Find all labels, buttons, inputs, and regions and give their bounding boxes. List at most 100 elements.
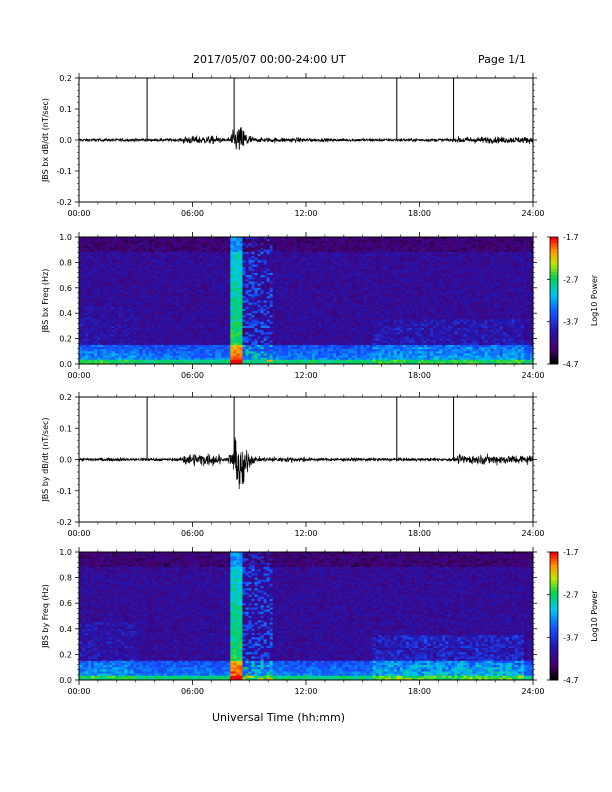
heatmap-cell bbox=[212, 353, 216, 356]
heatmap-cell bbox=[163, 258, 168, 261]
heatmap-cell bbox=[172, 321, 177, 325]
heatmap-cell bbox=[194, 247, 198, 251]
heatmap-cell bbox=[148, 361, 153, 365]
heatmap-cell bbox=[97, 243, 101, 246]
heatmap-cell bbox=[163, 245, 168, 248]
heatmap-cell bbox=[184, 317, 189, 320]
heatmap-cell bbox=[82, 302, 86, 306]
heatmap-cell bbox=[181, 319, 186, 323]
heatmap-cell bbox=[115, 268, 119, 272]
heatmap-cell bbox=[139, 239, 143, 242]
heatmap-cell bbox=[194, 349, 198, 352]
heatmap-cell bbox=[166, 294, 171, 297]
heatmap-cell bbox=[142, 325, 146, 329]
heatmap-cell bbox=[181, 355, 186, 359]
heatmap-cell bbox=[133, 258, 137, 261]
heatmap-cell bbox=[115, 317, 119, 320]
heatmap-cell bbox=[130, 359, 134, 363]
heatmap-cell bbox=[127, 334, 131, 337]
heatmap-cell bbox=[209, 317, 213, 320]
heatmap-cell bbox=[100, 308, 104, 312]
heatmap-cell bbox=[124, 247, 128, 251]
heatmap-cell bbox=[85, 323, 89, 327]
heatmap-cell bbox=[157, 287, 162, 291]
heatmap-cell bbox=[142, 260, 146, 263]
heatmap-cell bbox=[97, 355, 101, 359]
heatmap-cell bbox=[200, 239, 204, 242]
heatmap-cell bbox=[130, 311, 134, 314]
heatmap-cell bbox=[112, 328, 116, 331]
heatmap-cell bbox=[82, 260, 86, 263]
heatmap-cell bbox=[175, 334, 180, 337]
heatmap-cell bbox=[133, 359, 137, 363]
heatmap-cell bbox=[163, 330, 168, 333]
heatmap-cell bbox=[130, 344, 134, 348]
heatmap-cell bbox=[94, 243, 98, 246]
heatmap-cell bbox=[85, 294, 89, 297]
heatmap-cell bbox=[100, 344, 104, 348]
heatmap-cell bbox=[103, 332, 107, 335]
heatmap-cell bbox=[181, 357, 186, 361]
heatmap-cell bbox=[184, 241, 189, 244]
heatmap-cell bbox=[160, 323, 165, 327]
heatmap-cell bbox=[184, 270, 189, 274]
heatmap-cell bbox=[82, 268, 86, 272]
heatmap-cell bbox=[94, 342, 98, 346]
heatmap-cell bbox=[115, 277, 119, 280]
heatmap-cell bbox=[136, 260, 140, 263]
heatmap-cell bbox=[139, 279, 143, 282]
heatmap-cell bbox=[215, 239, 219, 242]
heatmap-cell bbox=[100, 300, 104, 304]
heatmap-cell bbox=[106, 308, 110, 312]
heatmap-cell bbox=[100, 256, 104, 259]
heatmap-cell bbox=[203, 268, 207, 272]
heatmap-cell bbox=[109, 253, 113, 257]
heatmap-cell bbox=[97, 359, 101, 363]
heatmap-cell bbox=[91, 264, 95, 268]
heatmap-cell bbox=[130, 249, 134, 253]
heatmap-cell bbox=[194, 243, 198, 246]
heatmap-cell bbox=[175, 359, 180, 363]
heatmap-cell bbox=[118, 247, 122, 251]
heatmap-cell bbox=[151, 359, 156, 363]
heatmap-cell bbox=[79, 347, 83, 350]
heatmap-cell bbox=[79, 311, 83, 314]
heatmap-cell bbox=[121, 275, 125, 278]
heatmap-cell bbox=[194, 289, 198, 293]
heatmap-cell bbox=[160, 317, 165, 320]
heatmap-cell bbox=[124, 351, 128, 354]
heatmap-cell bbox=[139, 272, 143, 276]
heatmap-cell bbox=[91, 251, 95, 255]
heatmap-cell bbox=[175, 241, 180, 244]
heatmap-cell bbox=[124, 321, 128, 325]
heatmap-cell bbox=[133, 315, 137, 318]
heatmap-cell bbox=[145, 306, 150, 310]
heatmap-cell bbox=[136, 342, 140, 346]
heatmap-cell bbox=[79, 351, 83, 354]
heatmap-cell bbox=[79, 294, 83, 297]
heatmap-cell bbox=[166, 328, 171, 331]
heatmap-cell bbox=[200, 330, 204, 333]
heatmap-cell bbox=[209, 300, 213, 304]
heatmap-cell bbox=[133, 353, 137, 356]
plot-title: 2017/05/07 00:00-24:00 UT bbox=[193, 53, 346, 66]
heatmap-cell bbox=[209, 294, 213, 297]
heatmap-cell bbox=[142, 272, 146, 276]
heatmap-cell bbox=[187, 260, 192, 263]
heatmap-cell bbox=[136, 351, 140, 354]
heatmap-cell bbox=[212, 260, 216, 263]
heatmap-cell bbox=[115, 281, 119, 284]
heatmap-cell bbox=[200, 338, 204, 342]
heatmap-cell bbox=[154, 308, 159, 312]
heatmap-cell bbox=[181, 294, 186, 297]
heatmap-cell bbox=[157, 245, 162, 248]
heatmap-cell bbox=[145, 285, 150, 289]
heatmap-cell bbox=[121, 317, 125, 320]
heatmap-cell bbox=[169, 249, 174, 253]
heatmap-cell bbox=[160, 256, 165, 259]
heatmap-cell bbox=[175, 342, 180, 346]
heatmap-cell bbox=[157, 338, 162, 342]
heatmap-cell bbox=[106, 247, 110, 251]
heatmap-cell bbox=[154, 277, 159, 280]
heatmap-cell bbox=[166, 239, 171, 242]
